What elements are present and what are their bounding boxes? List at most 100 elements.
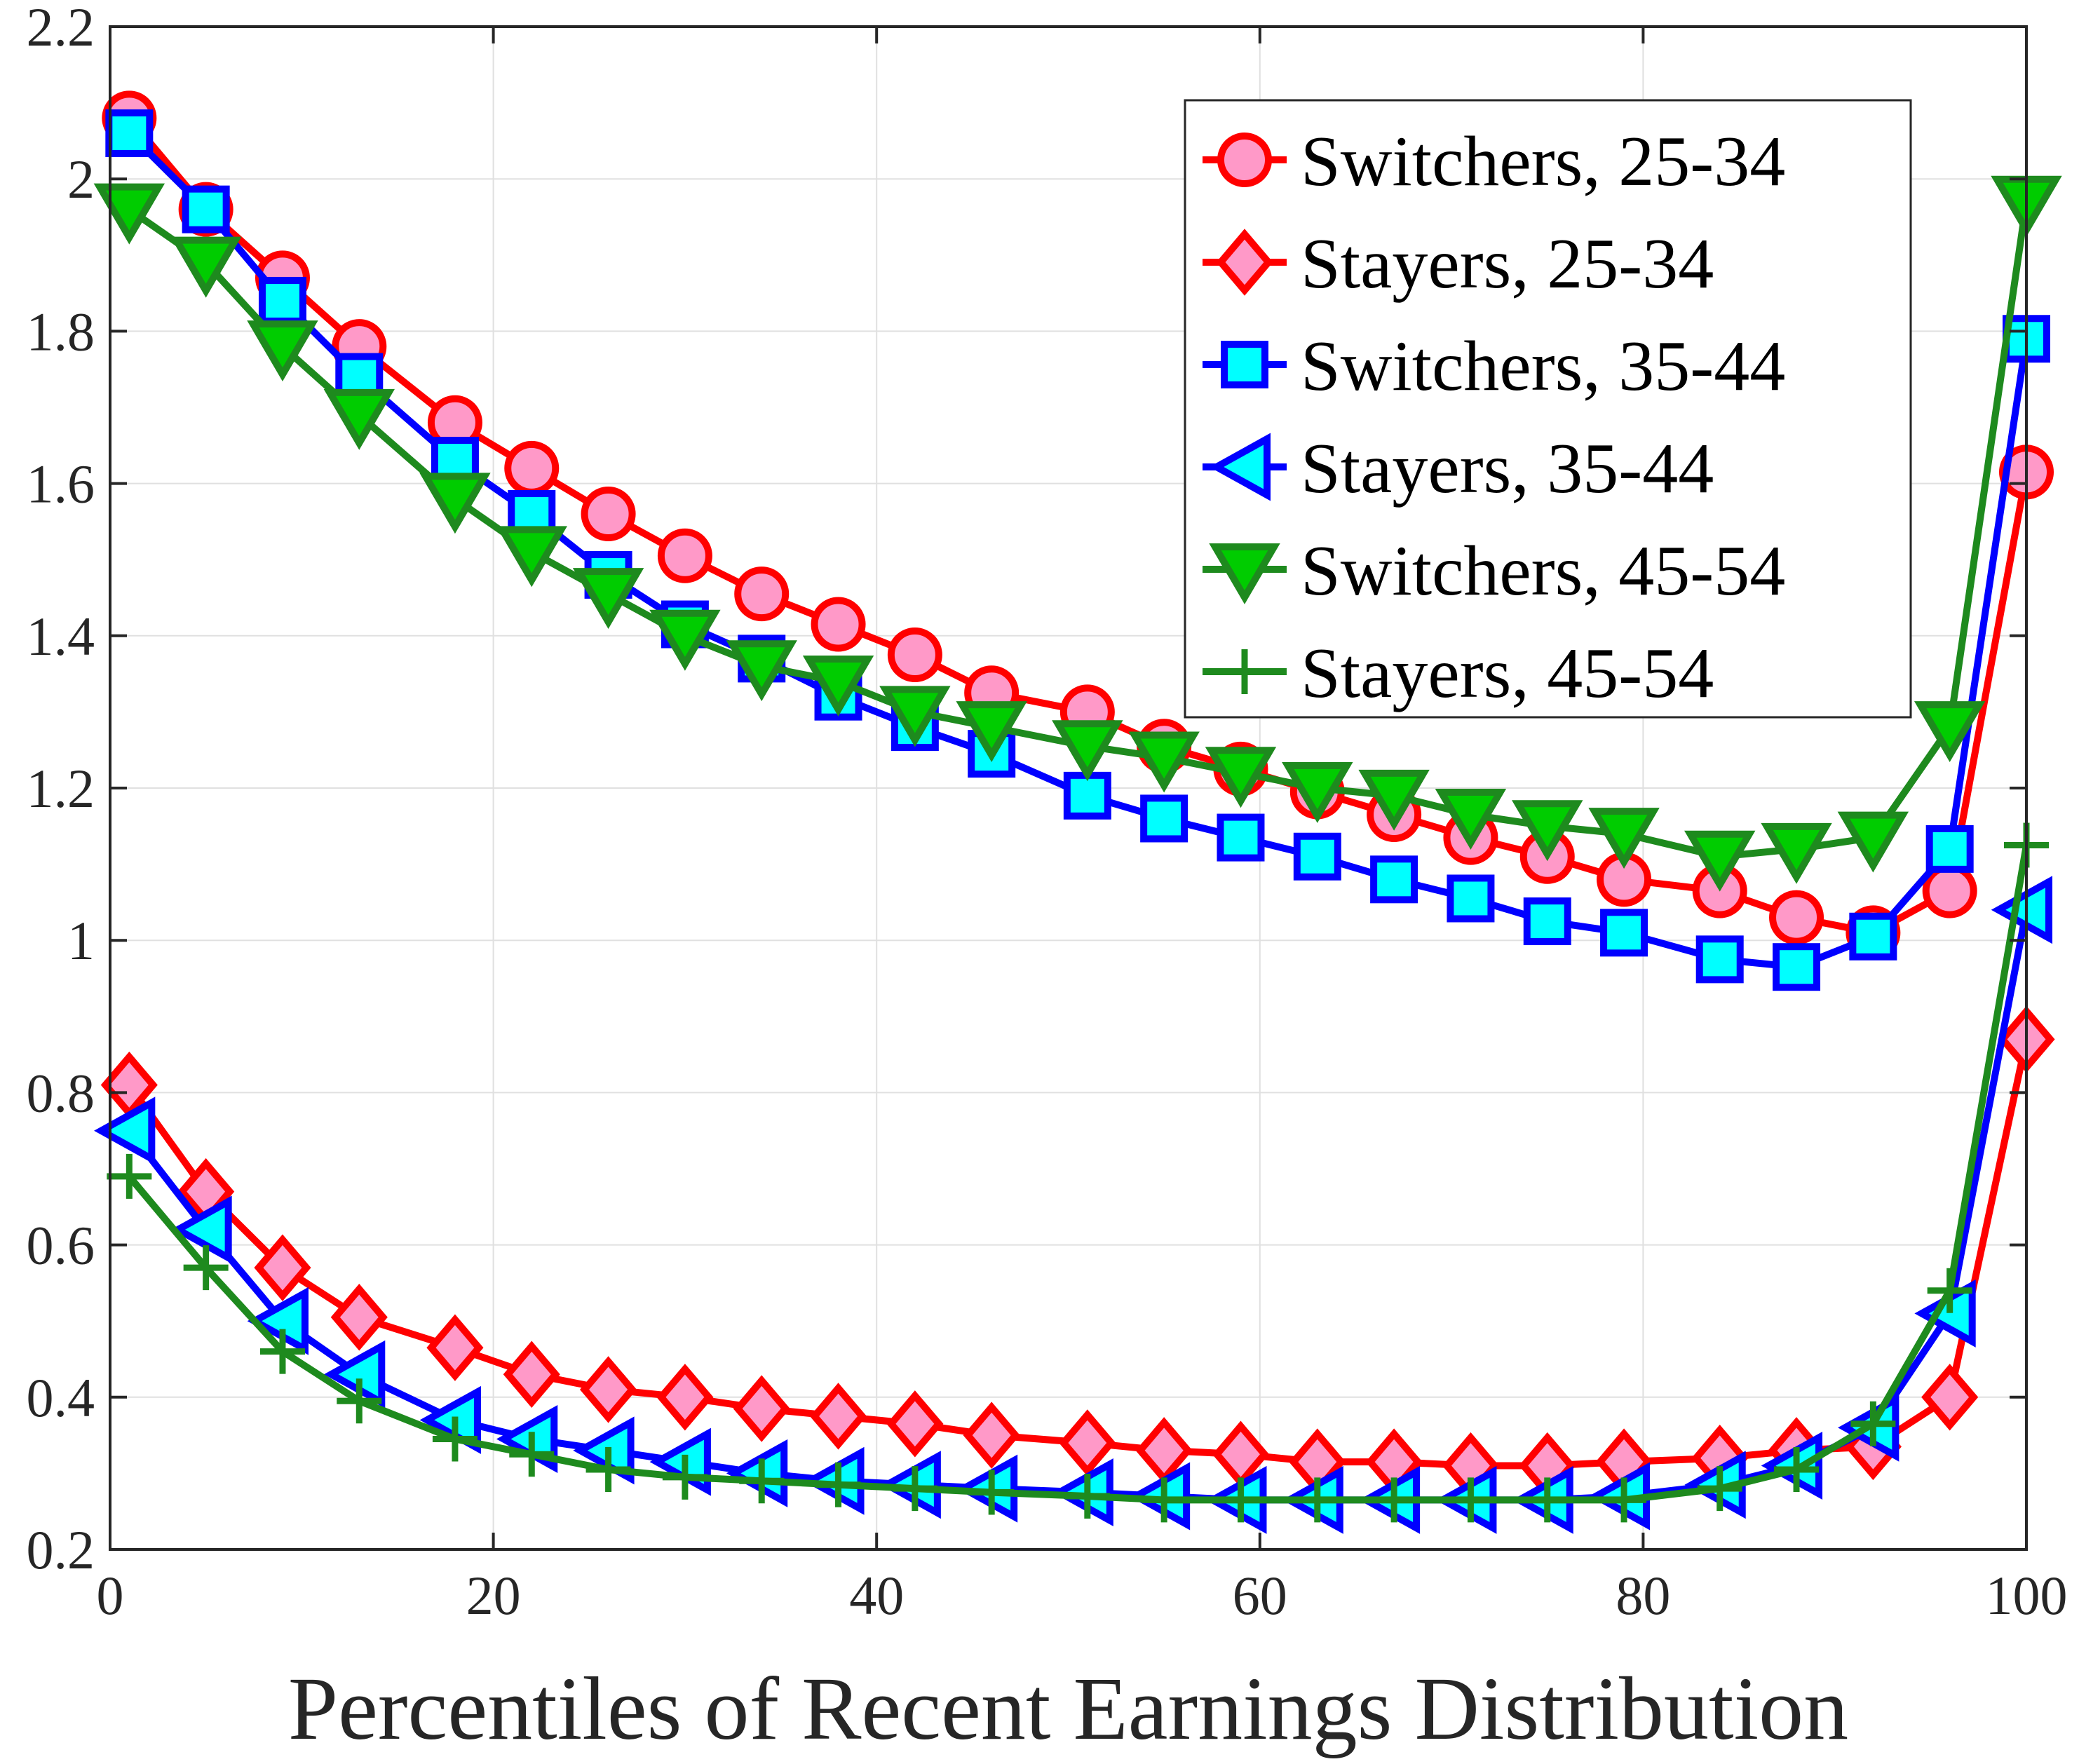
data-point [1140, 794, 1189, 843]
legend-marker [1216, 229, 1273, 296]
data-point [1358, 769, 1430, 831]
data-point [733, 1375, 790, 1442]
x-tick-label: 100 [1986, 1565, 2068, 1626]
data-point [887, 627, 942, 682]
legend-marker [1217, 133, 1272, 187]
legend-item: Stayers, 25-34 [1203, 224, 1714, 304]
y-tick-label: 1.4 [27, 606, 95, 667]
data-point [503, 1341, 560, 1408]
data-point [105, 109, 154, 158]
data-point [1850, 1401, 1896, 1446]
data-point [1697, 1466, 1742, 1512]
y-tick-label: 1.6 [27, 454, 95, 515]
y-tick-label: 0.8 [27, 1062, 95, 1123]
data-point [509, 1432, 555, 1477]
data-point [1282, 762, 1353, 823]
data-point [1052, 720, 1123, 782]
data-point [1588, 808, 1660, 869]
legend-label: Stayers, 45-54 [1301, 634, 1714, 713]
data-point [259, 1329, 305, 1374]
y-tick-label: 1 [67, 910, 95, 971]
data-point [1142, 1477, 1187, 1523]
data-point [1925, 825, 1974, 873]
data-point [170, 1195, 232, 1264]
data-point [323, 388, 395, 450]
data-point [1695, 935, 1744, 984]
legend-item: Stayers, 45-54 [1203, 634, 1714, 713]
y-tick-label: 2 [67, 149, 95, 210]
data-point [1773, 943, 1821, 991]
data-point [426, 1314, 484, 1381]
y-tick-label: 2.2 [27, 0, 95, 57]
data-point [1524, 1477, 1570, 1523]
legend-label: Switchers, 35-44 [1301, 327, 1785, 406]
x-tick-label: 40 [849, 1565, 904, 1626]
data-point [1217, 813, 1265, 862]
data-point [107, 1153, 152, 1199]
data-point [879, 686, 951, 747]
legend-item: Switchers, 35-44 [1203, 327, 1785, 406]
data-point [1293, 832, 1341, 881]
data-point [892, 1466, 937, 1512]
data-point [809, 1383, 867, 1450]
data-point [337, 1378, 382, 1424]
y-tick-label: 1.2 [27, 758, 95, 819]
x-axis-title: Percentiles of Recent Earnings Distribut… [288, 1659, 1848, 1758]
data-point [963, 1402, 1020, 1469]
legend-item: Switchers, 25-34 [1203, 122, 1785, 201]
data-point [1600, 909, 1648, 957]
data-point [1774, 1446, 1820, 1492]
data-point [1761, 822, 1832, 884]
data-point [1205, 747, 1277, 808]
legend-marker [1209, 543, 1280, 604]
data-point [657, 528, 712, 583]
data-point [1914, 701, 1986, 763]
data-point [1601, 1477, 1647, 1523]
data-point [656, 1364, 714, 1431]
y-tick-label: 0.2 [27, 1519, 95, 1580]
data-point [1523, 897, 1571, 946]
data-point [886, 1390, 944, 1458]
data-point [1063, 771, 1111, 820]
plot-series [93, 90, 2062, 1534]
data-point [956, 701, 1027, 763]
legend-marker [1209, 433, 1271, 501]
x-tick-label: 60 [1233, 1565, 1287, 1626]
legend: Switchers, 25-34 Stayers, 25-34 Switchers,… [1184, 99, 1912, 719]
data-point [662, 1454, 707, 1500]
axis-ticks: 0 20 40 60 80 100 0.2 0.4 0.6 0.8 1 1.2 1.4 1.6 1.8 2 2.… [27, 0, 2068, 1626]
series-4 [93, 175, 2062, 892]
data-point [1372, 1477, 1417, 1523]
data-point [726, 640, 797, 702]
legend-label: Switchers, 45-54 [1301, 531, 1785, 611]
y-tick-label: 0.6 [27, 1215, 95, 1276]
data-point [581, 487, 636, 542]
data-point [432, 1416, 478, 1462]
legend-marker [1222, 649, 1267, 694]
data-point [94, 1097, 156, 1165]
data-point [1064, 1473, 1110, 1519]
data-point [1769, 890, 1824, 945]
data-point [969, 1470, 1015, 1515]
data-point [734, 566, 790, 622]
data-point [1128, 731, 1200, 793]
data-point [572, 568, 644, 629]
data-point [330, 1284, 388, 1351]
data-point [739, 1458, 785, 1504]
series-5 [107, 822, 2049, 1523]
legend-box [1184, 99, 1912, 719]
data-point [1922, 863, 1977, 918]
data-point [1927, 1268, 1972, 1313]
legend-item: Switchers, 45-54 [1203, 531, 1785, 611]
data-point [496, 526, 567, 588]
data-point [170, 236, 242, 298]
data-point [1370, 855, 1418, 904]
legend-item: Stayers, 35-44 [1203, 429, 1714, 508]
legend-marker [1221, 341, 1268, 388]
data-point [1837, 811, 1909, 873]
x-tick-label: 20 [466, 1565, 521, 1626]
data-point [1512, 800, 1583, 862]
data-point [182, 185, 230, 233]
y-tick-label: 1.8 [27, 301, 95, 362]
data-point [254, 1234, 311, 1301]
